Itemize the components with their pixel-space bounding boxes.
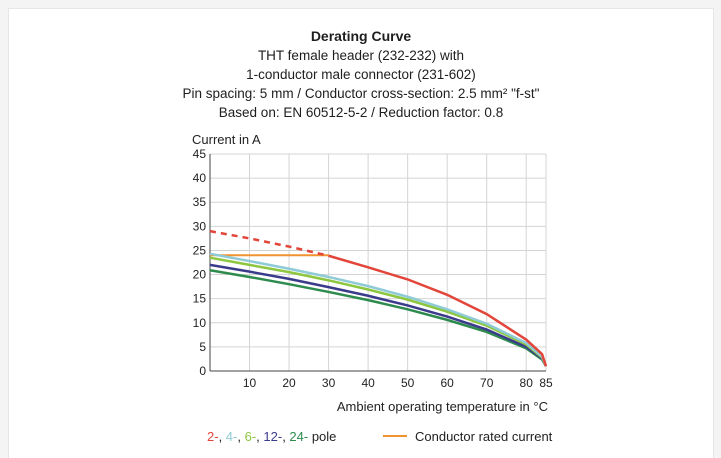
legend-series-part: 4-	[225, 429, 238, 444]
x-tick-label: 20	[282, 376, 296, 390]
y-tick-label: 30	[193, 219, 207, 233]
legend-series-part: 12-	[263, 429, 283, 444]
chart-subtitle-1: THT female header (232-232) with	[257, 48, 465, 63]
series-line	[209, 252, 548, 367]
chart-subtitle-2: 1-conductor male connector (231-602)	[246, 67, 476, 82]
legend-rated-label: Conductor rated current	[415, 429, 553, 444]
legend-series-part: ,	[237, 429, 245, 444]
x-tick-label: 50	[401, 376, 415, 390]
y-tick-label: 10	[193, 316, 207, 330]
legend-series-part: 24-	[289, 429, 309, 444]
y-tick-label: 15	[193, 292, 207, 306]
legend-series-part: pole	[308, 429, 337, 444]
y-tick-label: 40	[193, 171, 207, 185]
x-tick-label: 80	[520, 376, 534, 390]
chart-frame: Derating Curve THT female header (232-23…	[8, 8, 714, 458]
legend-series: 2-, 4-, 6-, 12-, 24- pole	[207, 429, 336, 444]
x-tick-label: 70	[480, 376, 494, 390]
x-tick-label: 60	[440, 376, 454, 390]
rated-current-swatch	[383, 434, 407, 437]
y-tick-label: 5	[199, 340, 206, 354]
x-axis-label: Ambient operating temperature in °C	[337, 399, 548, 414]
derating-chart: 0 5 10 15 20 25 30 35 40 45 10 20 30 40 50 60 70 80 85 Curr…	[192, 132, 553, 414]
chart-title: Derating Curve	[310, 28, 412, 44]
legend-series-part: 6-	[244, 429, 257, 444]
series-line	[328, 254, 548, 367]
y-tick-label: 35	[193, 195, 207, 209]
y-tick-label: 20	[193, 268, 207, 282]
y-tick-label: 25	[193, 243, 207, 257]
series-line	[209, 263, 548, 367]
y-tick-label: 0	[199, 364, 206, 378]
legend-series-part: ,	[282, 429, 290, 444]
legend-series-part: 2-	[207, 429, 219, 444]
y-tick-label: 45	[193, 147, 207, 161]
x-tick-label: 30	[322, 376, 336, 390]
x-tick-label: 85	[539, 376, 553, 390]
chart-subtitle-3: Pin spacing: 5 mm / Conductor cross-sect…	[182, 86, 540, 101]
x-tick-label: 40	[361, 376, 375, 390]
y-axis-label: Current in A	[192, 132, 261, 147]
chart-titles: Derating Curve THT female header (232-23…	[9, 27, 713, 122]
legend-rated-current: Conductor rated current	[383, 429, 552, 444]
series-line	[209, 268, 548, 367]
chart-subtitle-4: Based on: EN 60512-5-2 / Reduction facto…	[218, 105, 504, 120]
legend-series-part: ,	[256, 429, 264, 444]
series-line-dashed	[209, 229, 329, 257]
legend-series-part: ,	[218, 429, 226, 444]
x-tick-label: 10	[243, 376, 257, 390]
